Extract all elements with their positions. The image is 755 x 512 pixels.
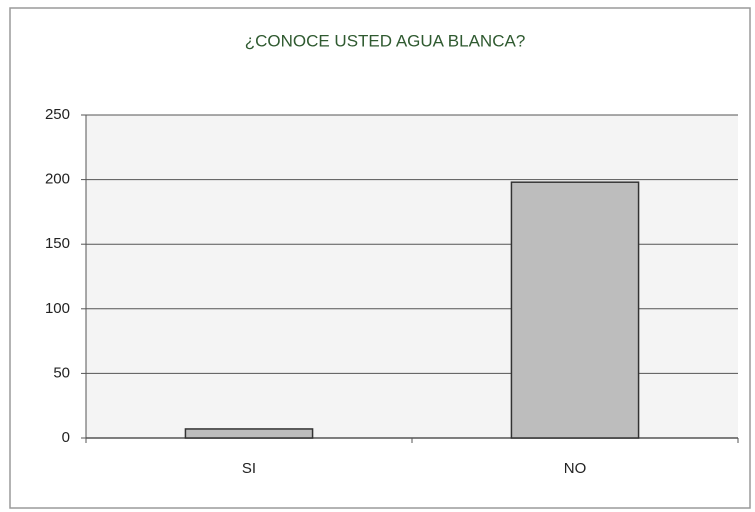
- y-tick-label: 100: [45, 300, 70, 317]
- plot-area: [86, 115, 738, 438]
- y-tick-label: 50: [53, 364, 70, 381]
- x-tick-label: NO: [564, 460, 587, 477]
- bar: [184, 428, 314, 439]
- y-tick-label: 250: [45, 106, 70, 123]
- y-tick-label: 0: [62, 429, 70, 446]
- y-tick-label: 150: [45, 235, 70, 252]
- y-tick-label: 200: [45, 171, 70, 188]
- bar: [510, 181, 640, 439]
- chart-title: ¿CONOCE USTED AGUA BLANCA?: [245, 31, 526, 50]
- x-tick-label: SI: [242, 460, 256, 477]
